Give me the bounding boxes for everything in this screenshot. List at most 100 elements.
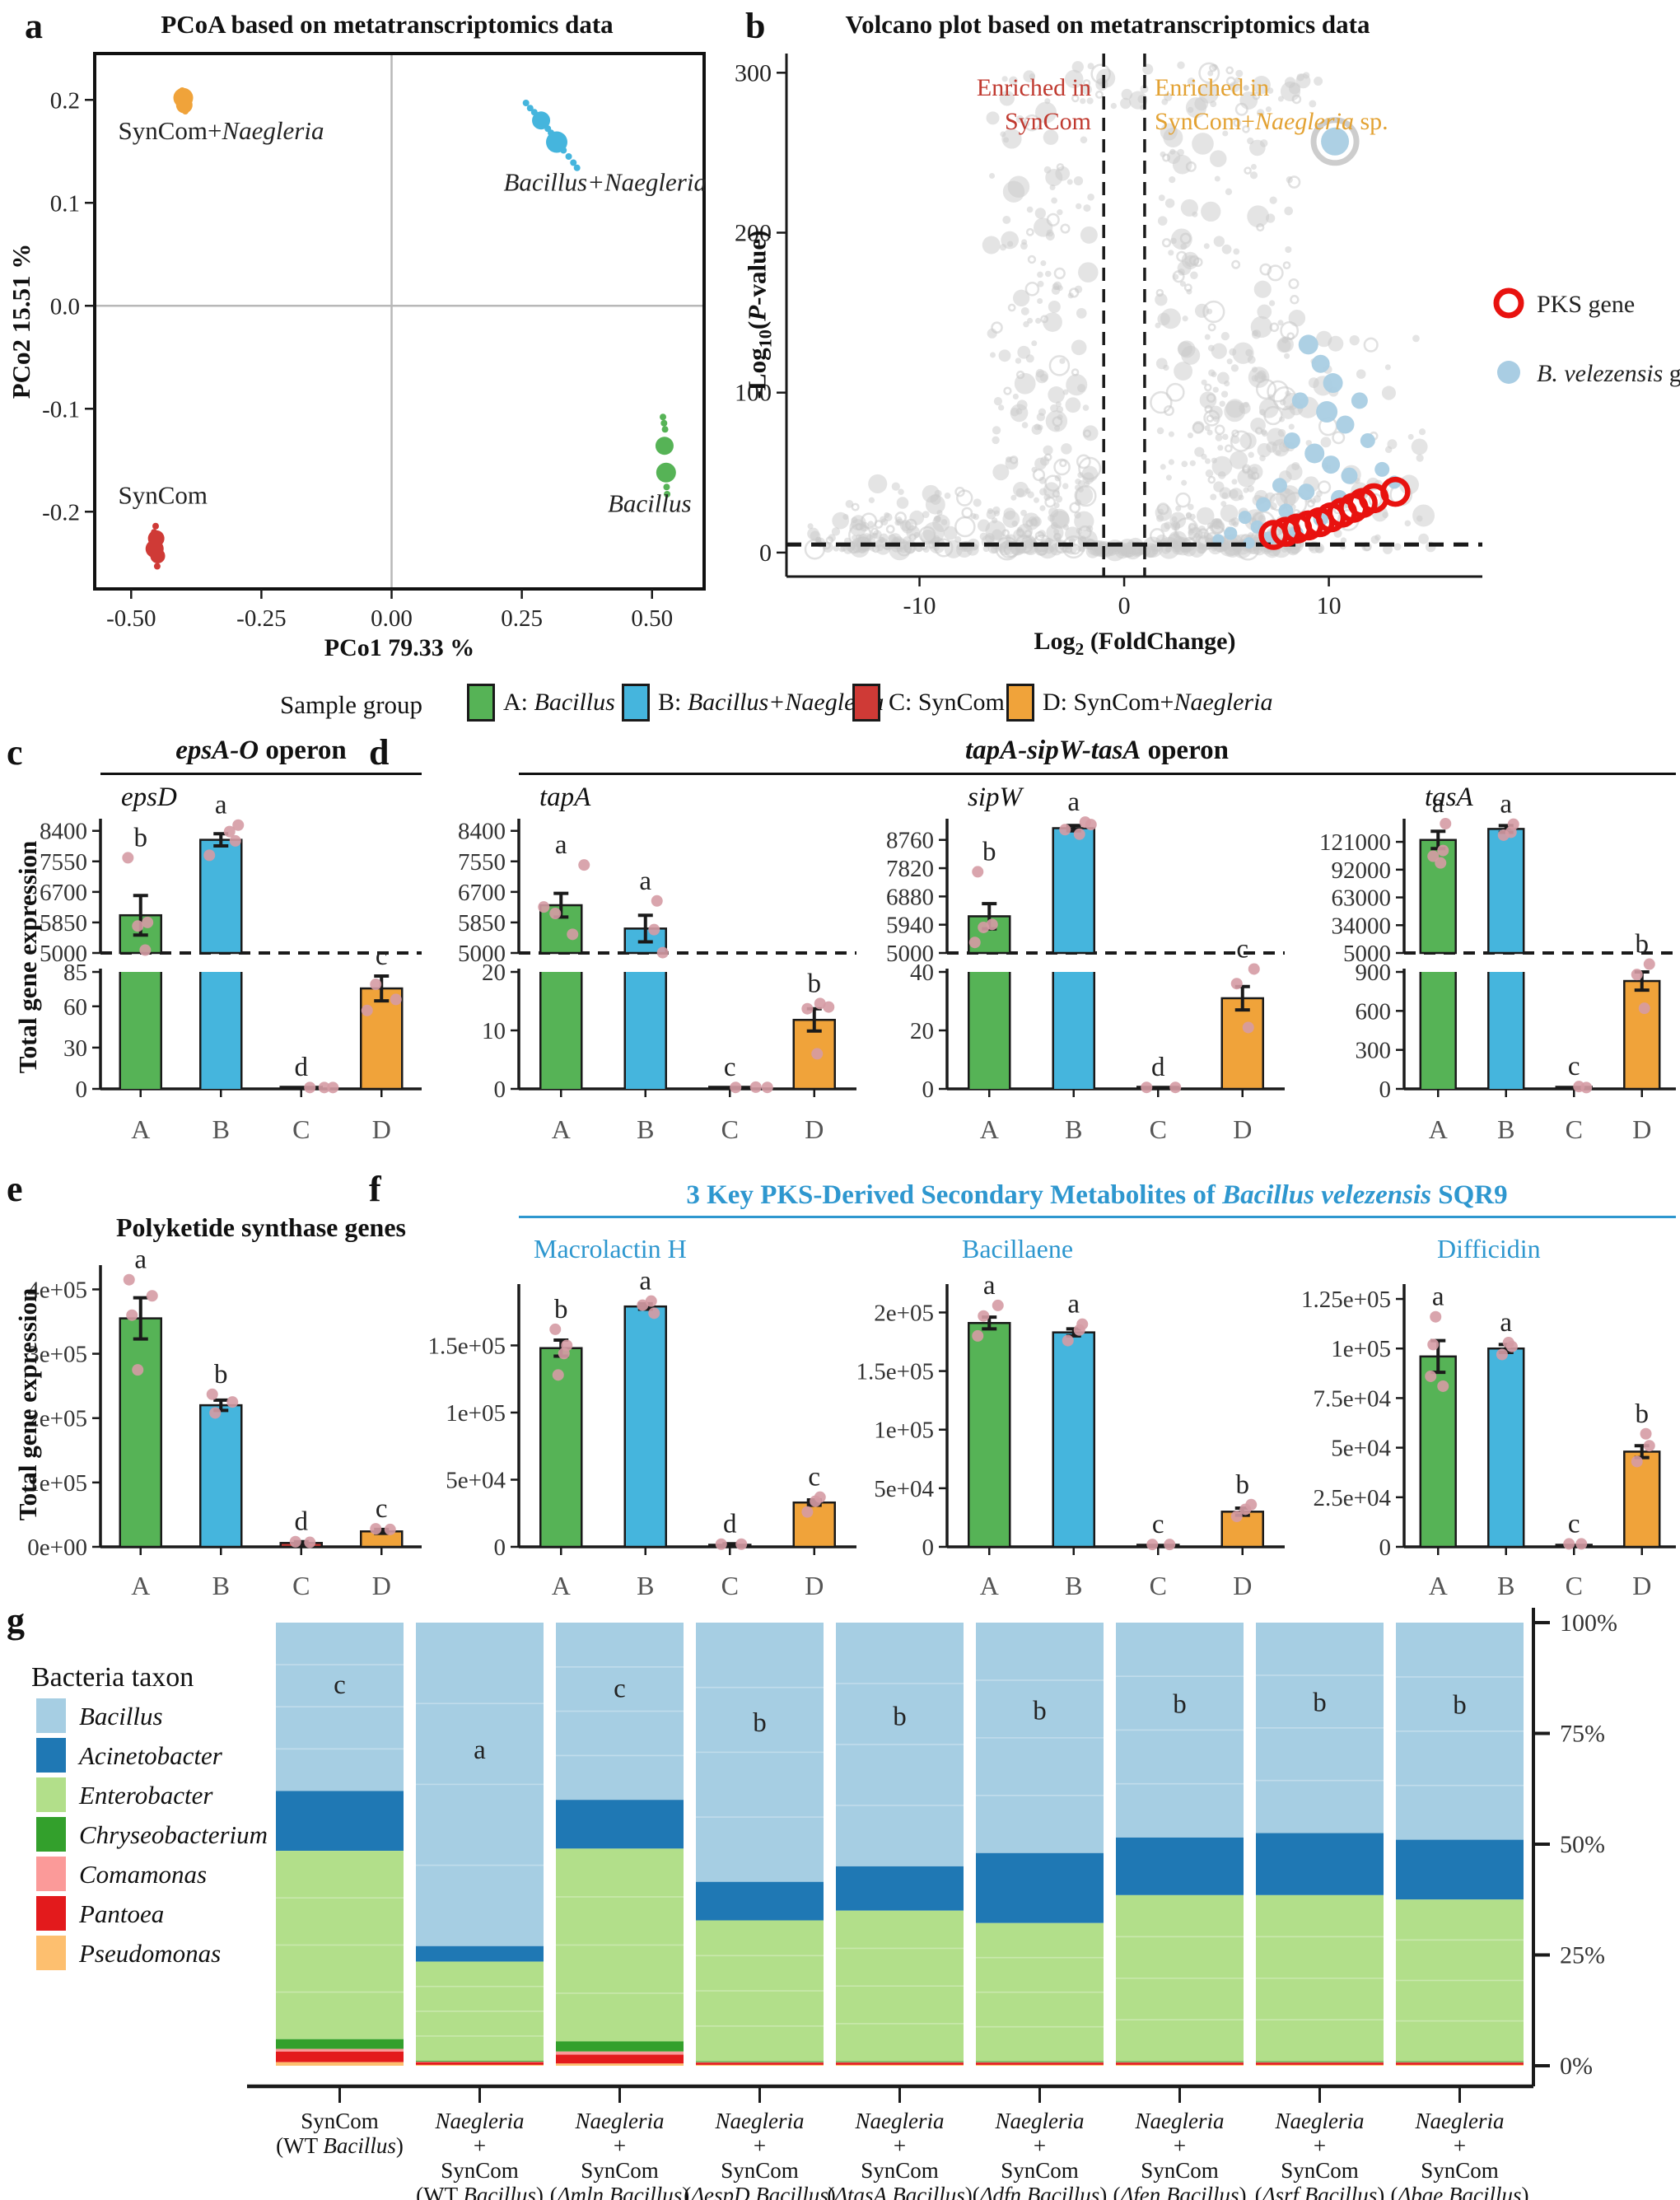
gray-gene-point — [1194, 303, 1210, 318]
y-tick-label: 5940 — [886, 913, 934, 939]
replicate-dot — [578, 859, 590, 871]
text-run: ( — [742, 320, 772, 330]
gray-gene-point — [849, 537, 870, 558]
gray-gene-point — [954, 536, 962, 544]
gray-gene-point — [1211, 343, 1227, 359]
gray-gene-point — [1214, 424, 1225, 436]
sig-letter: d — [295, 1507, 309, 1537]
text-run: -value) — [742, 230, 772, 306]
sig-letter: b — [1313, 1688, 1327, 1717]
epsA-O-operon-title: epsA-O operon — [175, 736, 346, 766]
category-label: A — [980, 1571, 999, 1600]
sig-letter: c — [614, 1674, 626, 1703]
replicate-dot — [645, 1295, 657, 1307]
gray-gene-point — [1289, 82, 1301, 95]
text-run: ) — [535, 2183, 544, 2200]
y-tick-label: 10 — [482, 1018, 506, 1044]
text-run: Bacillus — [534, 689, 615, 716]
x-label-line: + — [941, 2133, 1139, 2158]
sig-letter: b — [982, 837, 996, 866]
replicate-dot — [735, 1538, 748, 1550]
replicate-dot — [1164, 1539, 1176, 1551]
gray-gene-point — [1194, 96, 1209, 111]
gray-gene-point — [825, 536, 834, 544]
bar-B — [199, 1404, 243, 1548]
text-run: operon — [259, 736, 347, 765]
category-label: D — [1233, 1571, 1252, 1600]
gray-gene-point — [1094, 90, 1104, 99]
gray-gene-point — [1230, 517, 1239, 526]
gray-gene-point — [1310, 497, 1317, 504]
b-velezensis-point — [1374, 461, 1390, 477]
gray-gene-point — [909, 510, 925, 525]
text-run: ) — [1099, 2183, 1108, 2200]
category-label: C — [721, 1571, 739, 1600]
stack-segment-Enterobacter — [1256, 1894, 1384, 2062]
category-label: B — [212, 1571, 230, 1600]
x-tick-label: -10 — [903, 592, 936, 619]
text-run: Naegleria — [575, 2109, 665, 2133]
gray-gene-point — [1073, 175, 1084, 186]
replicate-dot — [801, 1002, 814, 1015]
y-tick-label: 5000 — [40, 941, 87, 967]
text-run: Naegleria — [1275, 2109, 1365, 2133]
gray-gene-point — [1320, 437, 1332, 448]
stack-segment-Bacillus — [1116, 1623, 1244, 1838]
gray-gene-point — [999, 91, 1015, 106]
bar-B — [623, 1305, 667, 1548]
sig-letter: a — [555, 830, 567, 860]
gray-gene-point — [1043, 453, 1052, 462]
text-run: SynCom+ — [1155, 108, 1255, 135]
gray-gene-point — [1077, 384, 1086, 393]
gray-gene-point — [1194, 446, 1205, 457]
bar-A — [539, 1347, 583, 1548]
replicate-dot — [132, 920, 144, 932]
gray-gene-point — [1023, 114, 1041, 132]
x-label-line: Naegleria — [801, 2109, 999, 2133]
x-label-line: SynCom — [1361, 2158, 1559, 2183]
gray-gene-point — [1077, 472, 1084, 479]
replicate-dot — [1437, 1380, 1449, 1392]
gray-gene-point — [1074, 499, 1081, 507]
sample-group-legend-item: C: SynCom — [852, 684, 1005, 722]
gray-gene-point — [922, 511, 930, 519]
sig-letter: b — [808, 969, 822, 998]
replicate-dot — [232, 819, 245, 831]
gray-gene-point — [1080, 98, 1086, 105]
y-tick-label: 6700 — [458, 880, 506, 906]
y-tick-label: 5000 — [458, 941, 506, 967]
gray-gene-point — [1284, 353, 1290, 359]
gray-gene-point — [993, 397, 1003, 406]
gray-gene-point — [1220, 390, 1229, 398]
replicate-dot — [538, 901, 550, 913]
x-label-line: SynCom — [1221, 2158, 1419, 2183]
gray-gene-point — [1155, 322, 1161, 329]
gray-gene-point — [986, 509, 996, 520]
bar-B-lower — [1052, 972, 1094, 1089]
gray-gene-point — [1257, 442, 1272, 458]
replicate-dot — [648, 923, 660, 936]
gray-gene-point — [1034, 457, 1047, 470]
gray-gene-point — [1165, 474, 1172, 481]
sig-letter: b — [753, 1708, 767, 1738]
gray-gene-point — [1314, 77, 1323, 86]
gray-gene-point — [1039, 488, 1048, 496]
replicate-dot — [1643, 958, 1655, 970]
replicate-dot — [203, 849, 216, 862]
gray-gene-point — [1209, 63, 1217, 72]
stack-segment-Bacillus — [976, 1623, 1104, 1853]
y-tick-label: 0.0 — [50, 293, 80, 320]
x-label-line: (WT Bacillus) — [241, 2133, 439, 2158]
operon-underline — [100, 773, 422, 775]
gray-gene-point — [1203, 243, 1210, 250]
y-tick-label: 5e+04 — [446, 1467, 506, 1493]
gray-gene-point — [1180, 199, 1198, 217]
y-tick-label: 1.5e+05 — [856, 1359, 934, 1385]
gray-gene-point — [1296, 73, 1304, 82]
replicate-dot — [972, 866, 984, 878]
gray-gene-point — [989, 172, 996, 180]
taxon-swatch-Comamonas — [36, 1857, 66, 1891]
gray-gene-point — [1039, 373, 1048, 382]
replicate-dot — [1505, 1340, 1518, 1352]
y-tick-label: 1.5e+05 — [428, 1333, 506, 1359]
